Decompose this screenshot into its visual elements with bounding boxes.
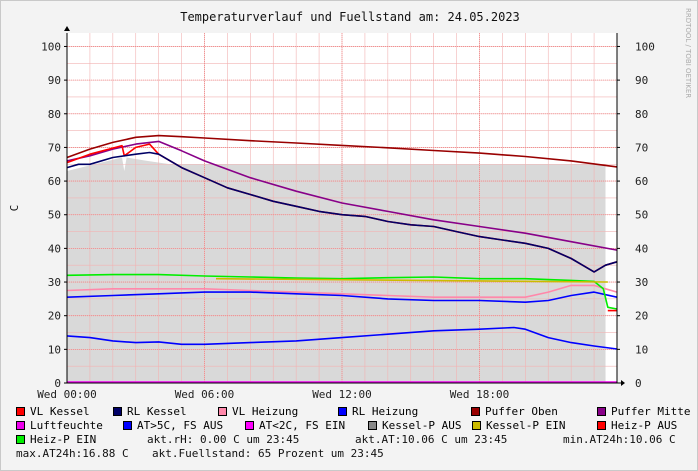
y-tick-label-left: 60 xyxy=(48,175,61,188)
legend-label: AT>5C, FS AUS xyxy=(137,419,224,432)
y-tick-label-left: 10 xyxy=(48,343,61,356)
x-tick-label: Wed 06:00 xyxy=(175,388,235,400)
legend-item: Heiz-P AUS xyxy=(597,419,677,432)
y-tick-label-left: 70 xyxy=(48,141,61,154)
legend-label: RL Kessel xyxy=(127,405,187,418)
series-puffer_oben-line xyxy=(66,134,618,168)
y-tick-label-left: 0 xyxy=(54,377,61,390)
legend-label: VL Heizung xyxy=(232,405,299,418)
legend-item: Kessel-P AUS xyxy=(368,419,461,432)
y-axis-arrow xyxy=(64,26,70,31)
y-tick-label-left: 90 xyxy=(48,74,61,87)
x-tick-label: Wed 18:00 xyxy=(450,388,510,400)
legend-label: Puffer Oben xyxy=(485,405,558,418)
legend-swatch xyxy=(472,421,481,430)
series-aussen-line xyxy=(66,326,618,350)
legend-item: VL Kessel xyxy=(16,405,90,418)
x-tick-label: Wed 12:00 xyxy=(312,388,372,400)
legend-swatch xyxy=(218,407,227,416)
series-rl_heizung-line xyxy=(66,291,618,303)
watermark: RRDTOOL / TOBI OETIKER xyxy=(684,8,692,98)
legend-swatch xyxy=(245,421,254,430)
legend-swatch xyxy=(16,407,25,416)
y-tick-label-left: 20 xyxy=(48,310,61,323)
legend-label: VL Kessel xyxy=(30,405,90,418)
x-tick-label: Wed 00:00 xyxy=(37,388,97,400)
y-tick-label-left: 100 xyxy=(41,40,61,53)
legend-swatch xyxy=(123,421,132,430)
legend-item: Puffer Mitte xyxy=(597,405,690,418)
legend-label: Kessel-P EIN xyxy=(486,419,566,432)
series-fuell-area xyxy=(67,157,606,383)
legend-swatch xyxy=(368,421,377,430)
y-tick-label-right: 10 xyxy=(635,343,648,356)
info-at: akt.AT:10.06 C um 23:45 xyxy=(355,433,508,446)
series-heizp_ein-line xyxy=(66,273,618,310)
legend-label: Luftfeuchte xyxy=(30,419,103,432)
y-tick-label-right: 30 xyxy=(635,276,648,289)
y-tick-label-right: 50 xyxy=(635,209,648,222)
legend-swatch xyxy=(597,407,606,416)
legend-item: Heiz-P EIN xyxy=(16,433,96,446)
y-tick-label-right: 90 xyxy=(635,74,648,87)
legend-label: Heiz-P EIN xyxy=(30,433,97,446)
legend-item: Puffer Oben xyxy=(471,405,558,418)
legend-item: AT>5C, FS AUS xyxy=(123,419,223,432)
legend-item: RL Kessel xyxy=(113,405,187,418)
legend-label: AT<2C, FS EIN xyxy=(259,419,346,432)
x-axis-arrow xyxy=(621,380,625,386)
legend-label: Puffer Mitte xyxy=(611,405,691,418)
legend-item: VL Heizung xyxy=(218,405,298,418)
y-tick-label-left: 40 xyxy=(48,242,61,255)
y-tick-label-left: 50 xyxy=(48,209,61,222)
info-rh: akt.rH: 0.00 C um 23:45 xyxy=(147,433,300,446)
legend-swatch xyxy=(113,407,122,416)
legend-item: Luftfeuchte xyxy=(16,419,103,432)
legend-item: RL Heizung xyxy=(338,405,418,418)
info-min-at: min.AT24h:10.06 C xyxy=(563,433,676,446)
series-rl_kessel-line xyxy=(66,151,618,273)
y-tick-label-right: 0 xyxy=(635,377,642,390)
legend-swatch xyxy=(471,407,480,416)
y-tick-label-right: 40 xyxy=(635,242,648,255)
y-tick-label-right: 100 xyxy=(635,40,655,53)
legend-swatch xyxy=(16,435,25,444)
temperature-chart: 0 0 10 10 20 20 30 30 40 40 50 50 60 60 70 70 80 80 90 90 10… xyxy=(8,8,692,400)
legend-label: Heiz-P AUS xyxy=(611,419,678,432)
legend-swatch xyxy=(338,407,347,416)
legend-swatch xyxy=(597,421,606,430)
y-axis-label: C xyxy=(8,205,21,212)
legend-label: RL Heizung xyxy=(352,405,419,418)
y-tick-label-right: 80 xyxy=(635,108,648,121)
legend-item: Kessel-P EIN xyxy=(472,419,565,432)
legend-item: AT<2C, FS EIN xyxy=(245,419,345,432)
y-tick-label-right: 20 xyxy=(635,310,648,323)
series-puffer_mitte-line xyxy=(66,140,618,251)
info-fuellstand: akt.Fuellstand: 65 Prozent um 23:45 xyxy=(152,447,384,460)
legend-swatch xyxy=(16,421,25,430)
info-max-at: max.AT24h:16.88 C xyxy=(16,447,129,460)
series-kesselp_ein-line xyxy=(216,277,608,283)
legend-label: Kessel-P AUS xyxy=(382,419,462,432)
y-tick-label-left: 30 xyxy=(48,276,61,289)
y-tick-label-left: 80 xyxy=(48,108,61,121)
chart-title: Temperaturverlauf und Fuellstand am: 24.… xyxy=(180,10,520,24)
series-vl_heizung-line xyxy=(66,284,618,298)
y-tick-label-right: 70 xyxy=(635,141,648,154)
y-tick-label-right: 60 xyxy=(635,175,648,188)
